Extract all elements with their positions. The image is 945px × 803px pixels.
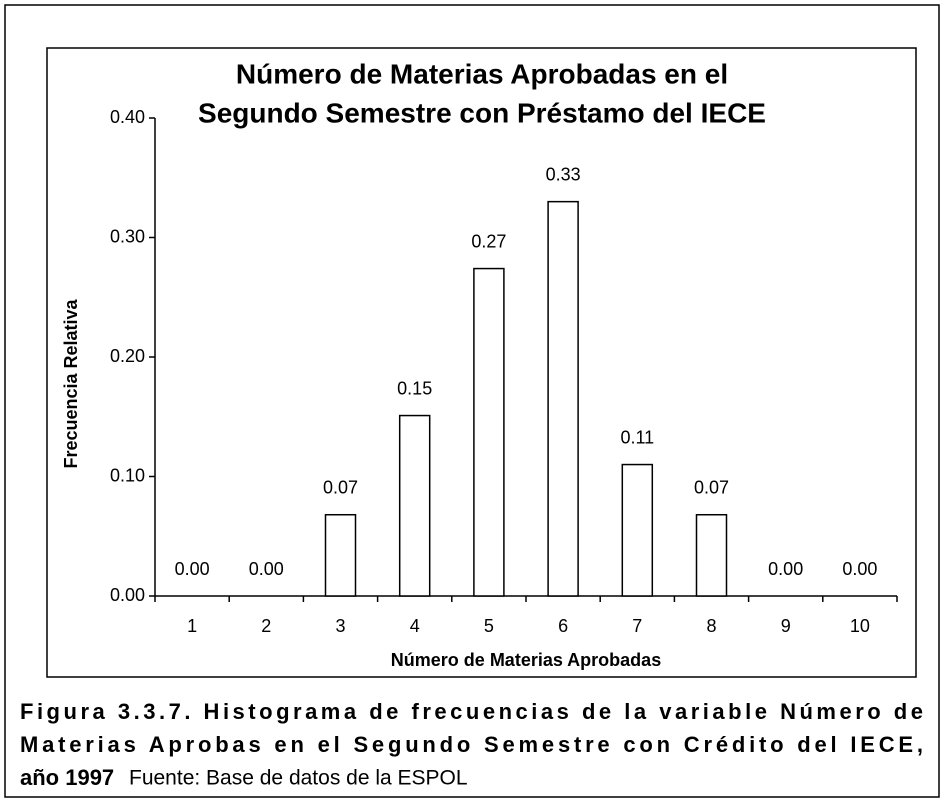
x-tick-label: 1 [187, 616, 197, 636]
caption: Materias Aprobas en el Segundo Semestre … [20, 732, 923, 757]
chart-title: Número de Materias Aprobadas en el [236, 58, 728, 89]
caption: año 1997 [20, 765, 114, 790]
chart-title: Segundo Semestre con Préstamo del IECE [198, 97, 766, 128]
chart-border [46, 47, 917, 678]
x-tick-label: 3 [335, 616, 345, 636]
bar [324, 513, 357, 597]
x-tick-label: 7 [632, 616, 642, 636]
y-tick-label: 0.00 [110, 585, 145, 605]
x-tick-label: 10 [850, 616, 870, 636]
data-label: 0.00 [249, 559, 284, 579]
data-label: 0.27 [471, 231, 506, 251]
data-label: 0.00 [842, 559, 877, 579]
bar [621, 463, 654, 597]
data-label: 0.07 [694, 477, 729, 497]
y-tick-label: 0.10 [110, 465, 145, 485]
bar [473, 267, 505, 597]
source: Fuente: Base de datos de la ESPOL [129, 767, 468, 790]
x-axis-label: Número de Materias Aprobadas [391, 650, 661, 670]
bar [547, 200, 579, 597]
y-tick-label: 0.20 [110, 346, 145, 366]
data-label: 0.33 [546, 164, 581, 184]
data-label: 0.00 [768, 559, 803, 579]
figure-border [4, 4, 940, 798]
data-label: 0.00 [175, 559, 210, 579]
x-tick-label: 4 [410, 616, 420, 636]
x-tick-label: 5 [484, 616, 494, 636]
x-tick-label: 9 [781, 616, 791, 636]
y-axis-label: Frecuencia Relativa [61, 298, 81, 468]
bar [695, 513, 728, 597]
bar [398, 414, 431, 597]
data-label: 0.07 [323, 477, 358, 497]
x-tick-label: 8 [706, 616, 716, 636]
x-tick-label: 6 [558, 616, 568, 636]
y-tick-label: 0.40 [110, 107, 145, 127]
y-tick-label: 0.30 [110, 226, 145, 246]
caption: Figura 3.3.7. Histograma de frecuencias … [20, 699, 923, 724]
data-label: 0.11 [620, 427, 654, 447]
data-label: 0.15 [397, 378, 432, 398]
x-tick-label: 2 [261, 616, 271, 636]
